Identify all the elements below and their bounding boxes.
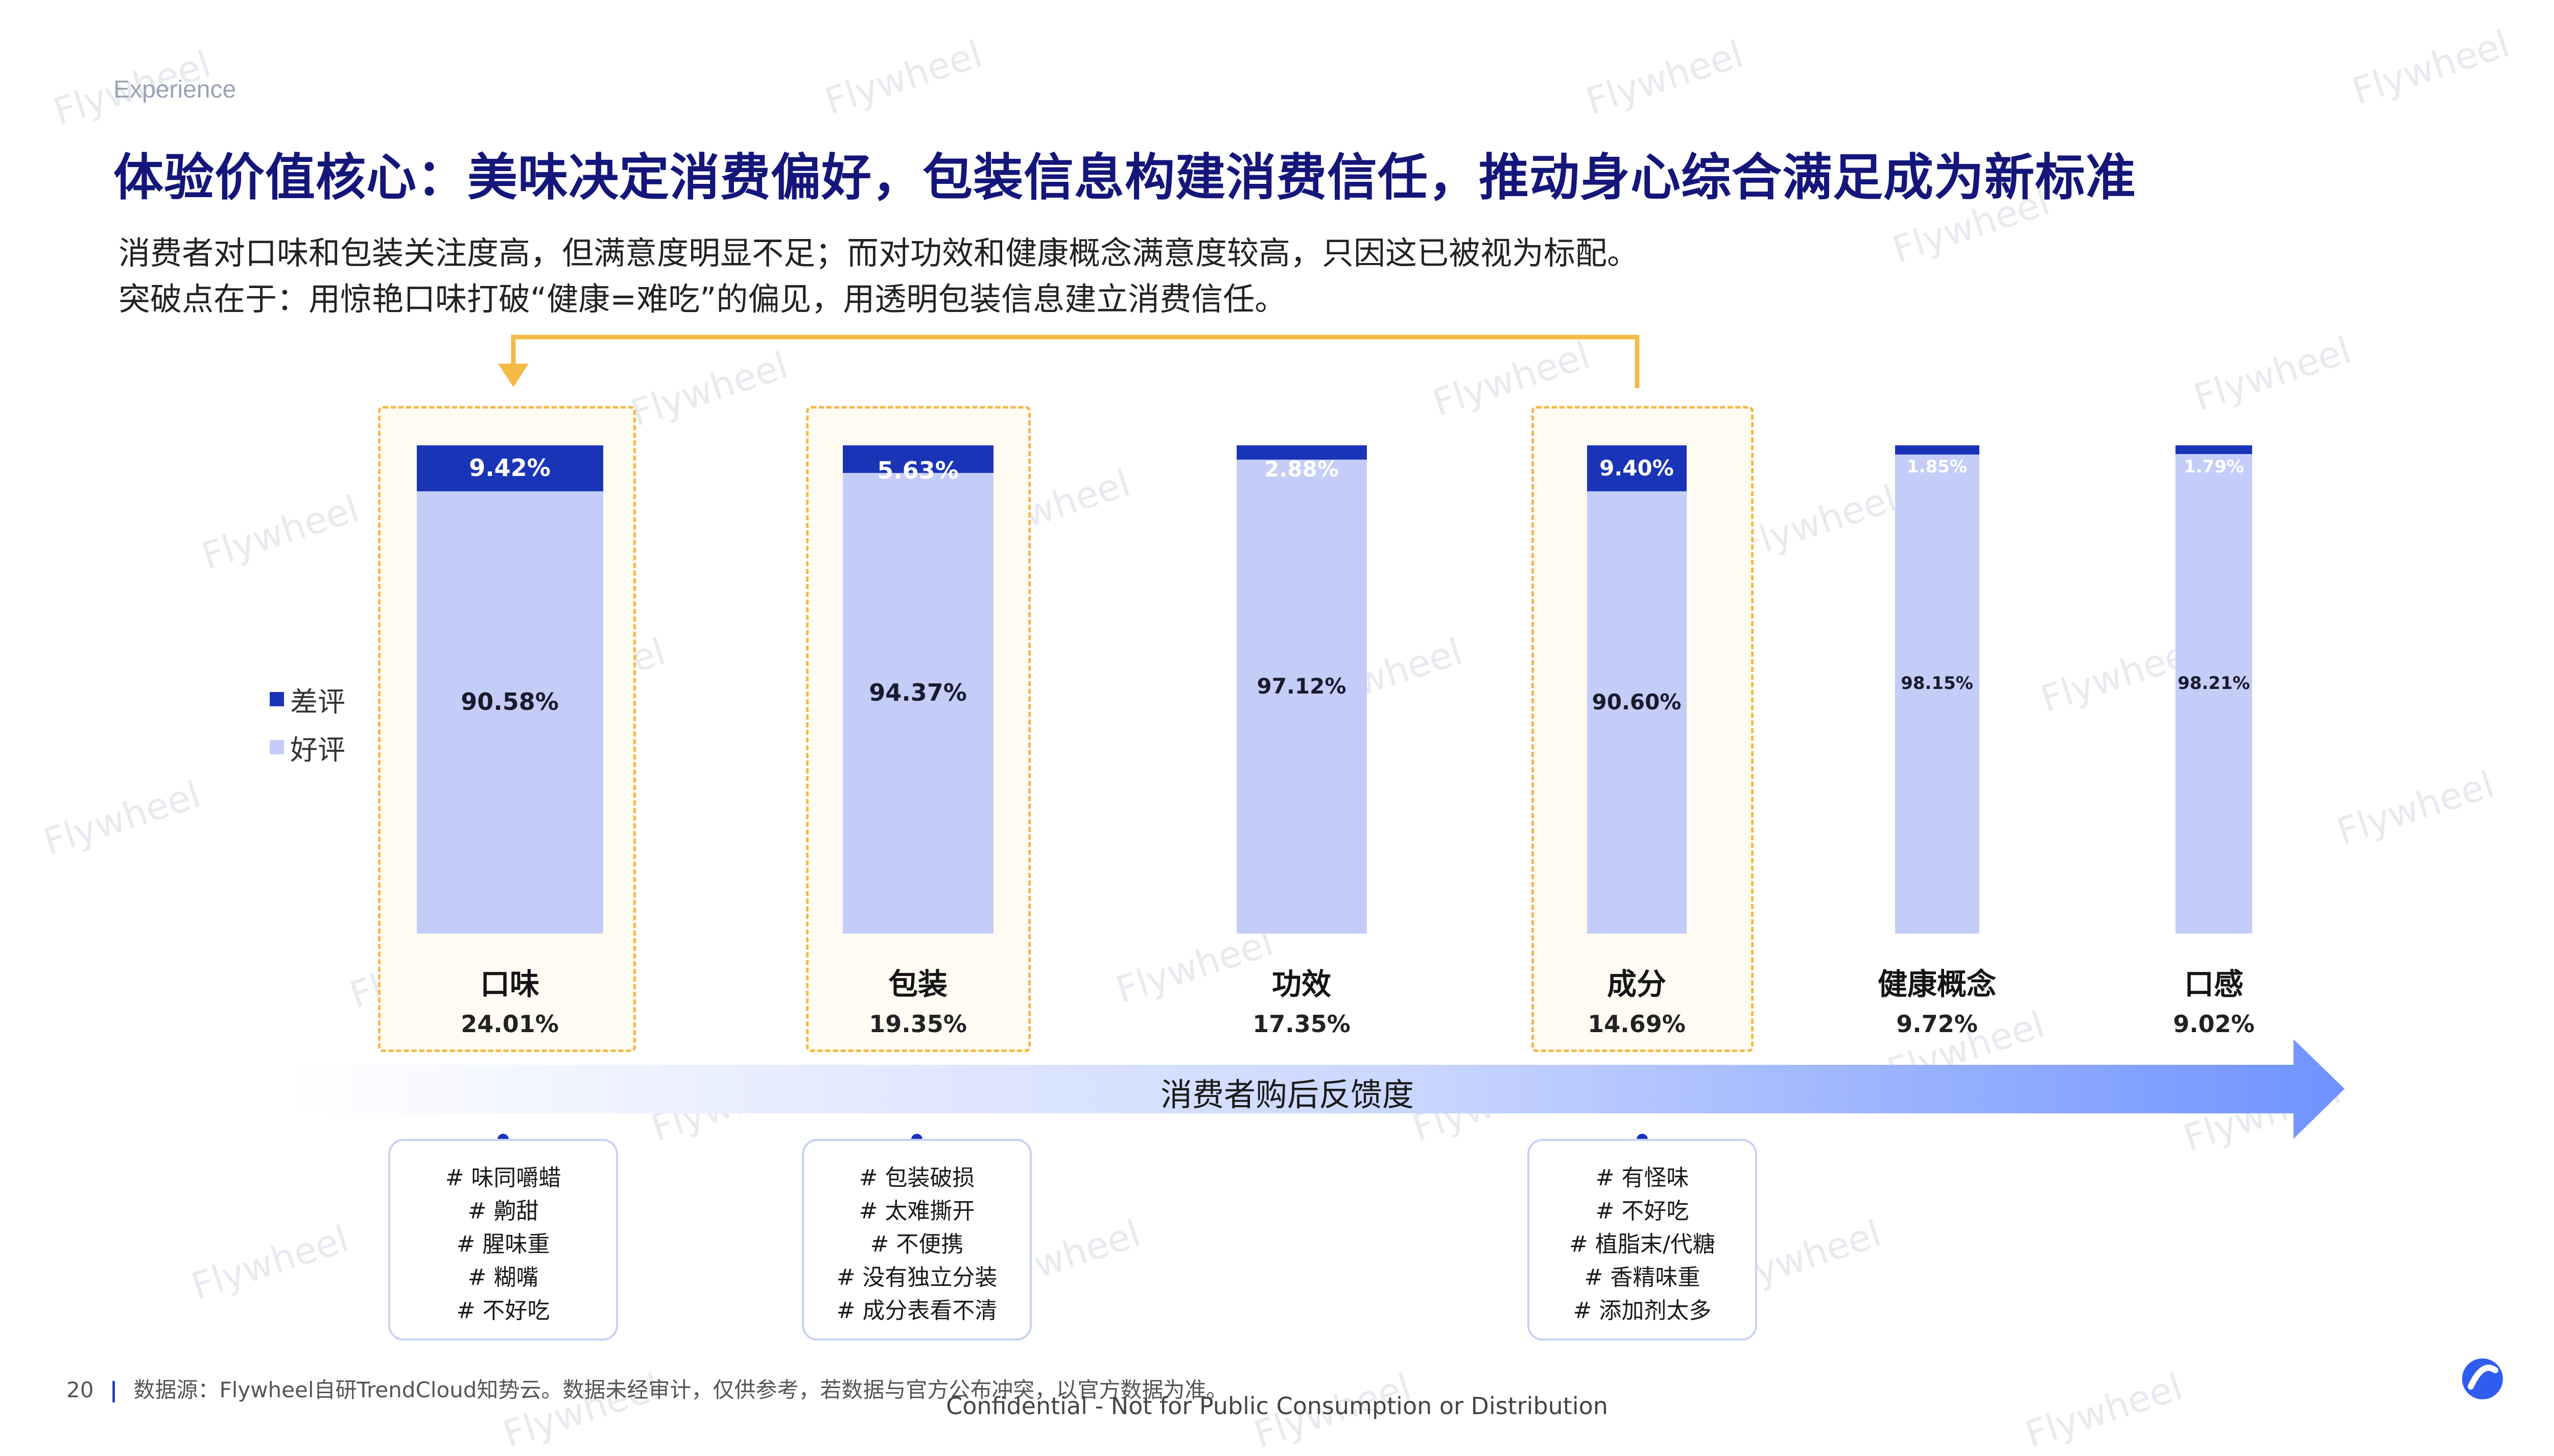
category-share-1: 19.35% bbox=[869, 1010, 967, 1038]
footer: 20 | 数据源：Flywheel自研TrendCloud知势云。数据未经审计，… bbox=[66, 1373, 1227, 1404]
feedback-arrow-label: 消费者购后反馈度 bbox=[1160, 1076, 1414, 1113]
category-label-4: 健康概念 bbox=[1877, 967, 1996, 1001]
bar-label-positive-5: 98.21% bbox=[2178, 673, 2250, 694]
bar-positive-3 bbox=[1587, 491, 1687, 934]
feedback-arrow bbox=[286, 1039, 2345, 1139]
tag-item: # 成分表看不清 bbox=[836, 1298, 998, 1324]
tag-item: # 有怪味 bbox=[1595, 1165, 1689, 1191]
watermark: Flywheel bbox=[819, 32, 987, 123]
tag-item: # 糊嘴 bbox=[467, 1264, 539, 1291]
tag-item: # 不好吃 bbox=[456, 1298, 550, 1324]
bar-label-positive-2: 97.12% bbox=[1257, 673, 1346, 699]
tag-item: # 味同嚼蜡 bbox=[445, 1165, 561, 1191]
legend-label-positive: 好评 bbox=[290, 733, 345, 766]
section-tag: Experience bbox=[113, 76, 237, 103]
category-share-4: 9.72% bbox=[1896, 1010, 1978, 1038]
tag-item: # 植脂末/代糖 bbox=[1569, 1231, 1715, 1257]
tag-box-0: # 味同嚼蜡 # 齁甜 # 腥味重 # 糊嘴 # 不好吃 bbox=[388, 1139, 618, 1341]
watermark: Flywheel bbox=[1734, 476, 1902, 567]
tag-box-1: # 包装破损 # 太难撕开 # 不便携 # 没有独立分装 # 成分表看不清 bbox=[802, 1139, 1032, 1341]
watermark: Flywheel bbox=[1580, 32, 1748, 123]
bar-label-positive-4: 98.15% bbox=[1901, 673, 1973, 694]
watermark: Flywheel bbox=[2347, 22, 2515, 113]
tag-item: # 没有独立分装 bbox=[836, 1264, 998, 1291]
flywheel-logo-icon bbox=[2462, 1358, 2503, 1399]
bar-negative-1 bbox=[842, 445, 994, 473]
category-share-5: 9.02% bbox=[2173, 1010, 2255, 1038]
legend-label-negative: 差评 bbox=[290, 685, 345, 718]
category-label-2: 功效 bbox=[1271, 967, 1331, 1001]
tag-box-2: # 有怪味 # 不好吃 # 植脂末/代糖 # 香精味重 # 添加剂太多 bbox=[1527, 1139, 1757, 1341]
bar-positive-2 bbox=[1236, 459, 1367, 934]
category-label-1: 包装 bbox=[888, 967, 948, 1001]
chart-legend: 差评 好评 bbox=[270, 675, 345, 771]
bar-label-negative-5: 1.79% bbox=[2184, 457, 2244, 477]
confidential-notice: Confidential - Not for Public Consumptio… bbox=[946, 1392, 1608, 1420]
category-share-3: 14.69% bbox=[1588, 1010, 1686, 1038]
legend-swatch-negative bbox=[270, 692, 284, 706]
category-share-2: 17.35% bbox=[1252, 1010, 1351, 1038]
tag-item: # 腥味重 bbox=[456, 1231, 550, 1257]
category-label-0: 口味 bbox=[480, 967, 539, 1001]
watermark: Flywheel bbox=[196, 487, 364, 578]
bar-negative-4 bbox=[1895, 445, 1979, 455]
connector-arrow bbox=[498, 335, 1640, 388]
bar-positive-1 bbox=[842, 472, 994, 934]
page-title: 体验价值核心：美味决定消费偏好，包装信息构建消费信任，推动身心综合满足成为新标准 bbox=[113, 149, 2137, 207]
tag-item: # 不便携 bbox=[870, 1231, 964, 1257]
tag-item: # 齁甜 bbox=[467, 1198, 539, 1224]
category-share-0: 24.01% bbox=[461, 1010, 559, 1038]
legend-item-negative: 差评 bbox=[270, 675, 345, 723]
bar-label-positive-3: 90.60% bbox=[1592, 689, 1682, 714]
category-label-3: 成分 bbox=[1606, 967, 1666, 1001]
category-label-5: 口感 bbox=[2184, 967, 2243, 1001]
bar-label-positive-1: 94.37% bbox=[869, 679, 967, 707]
bar-positive-4 bbox=[1895, 454, 1979, 934]
bar-negative-0 bbox=[416, 445, 603, 492]
watermark: Flywheel bbox=[2331, 762, 2499, 853]
watermark: Flywheel bbox=[186, 1217, 354, 1308]
bar-negative-5 bbox=[2175, 445, 2252, 455]
watermark: Flywheel bbox=[2188, 328, 2356, 419]
footer-divider: | bbox=[109, 1377, 118, 1402]
data-source-note: 数据源：Flywheel自研TrendCloud知势云。数据未经审计，仅供参考，… bbox=[133, 1377, 1228, 1402]
tag-item: # 香精味重 bbox=[1584, 1264, 1700, 1291]
legend-swatch-positive bbox=[270, 740, 284, 754]
watermark: Flywheel bbox=[38, 773, 206, 864]
bar-negative-2 bbox=[1236, 445, 1367, 460]
tag-item: # 太难撕开 bbox=[859, 1198, 975, 1224]
tag-item: # 不好吃 bbox=[1595, 1198, 1689, 1224]
bar-label-negative-3: 9.40% bbox=[1599, 455, 1674, 481]
legend-item-positive: 好评 bbox=[270, 723, 345, 771]
bar-positive-5 bbox=[2175, 454, 2252, 934]
bar-label-negative-0: 9.42% bbox=[469, 454, 551, 482]
bar-label-negative-1: 5.63% bbox=[877, 457, 959, 484]
tag-item: # 添加剂太多 bbox=[1573, 1298, 1712, 1324]
subtitle-line-2: 突破点在于：用惊艳口味打破“健康=难吃”的偏见，用透明包装信息建立消费信任。 bbox=[119, 280, 1287, 318]
bar-label-positive-0: 90.58% bbox=[461, 688, 559, 716]
tag-item: # 包装破损 bbox=[859, 1165, 975, 1191]
bar-label-negative-2: 2.88% bbox=[1264, 457, 1339, 482]
page-number: 20 bbox=[66, 1377, 94, 1402]
bar-negative-3 bbox=[1587, 445, 1687, 491]
bar-label-negative-4: 1.85% bbox=[1907, 457, 1967, 477]
subtitle-line-1: 消费者对口味和包装关注度高，但满意度明显不足；而对功效和健康概念满意度较高，只因… bbox=[119, 234, 1639, 272]
bar-positive-0 bbox=[416, 491, 603, 934]
